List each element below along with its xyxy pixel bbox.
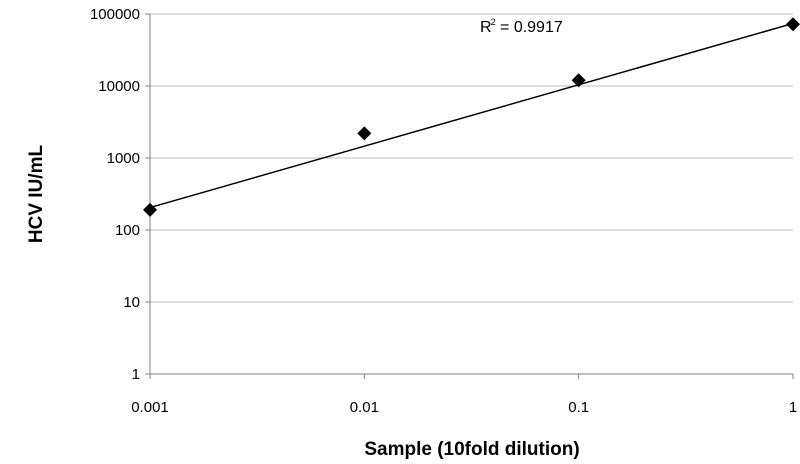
gridlines xyxy=(145,13,794,379)
x-tick-label: 1 xyxy=(789,399,797,416)
x-tick-label: 0.1 xyxy=(568,399,589,416)
y-tick-label: 100 xyxy=(115,222,140,239)
x-axis-title: Sample (10fold dilution) xyxy=(364,439,579,460)
data-point xyxy=(571,73,586,88)
y-tick-label: 1 xyxy=(132,366,140,383)
y-tick-labels: 1 10 100 1000 10000 100000 xyxy=(90,6,140,383)
data-point xyxy=(357,126,372,141)
r-squared-annotation: R2 = 0.9917 xyxy=(480,17,563,36)
y-axis-title: HCV IU/mL xyxy=(26,145,47,244)
y-tick-label: 1000 xyxy=(107,150,140,167)
trendline xyxy=(149,22,794,209)
data-point xyxy=(786,17,800,32)
data-points xyxy=(143,17,800,217)
x-tick-labels: 0.001 0.01 0.1 1 xyxy=(131,399,797,416)
x-tick-label: 0.01 xyxy=(350,399,379,416)
y-tick-label: 100000 xyxy=(90,6,140,23)
data-point xyxy=(143,202,157,217)
x-tick-label: 0.001 xyxy=(131,399,169,416)
y-tick-label: 10 xyxy=(123,294,140,311)
y-tick-label: 10000 xyxy=(98,78,140,95)
